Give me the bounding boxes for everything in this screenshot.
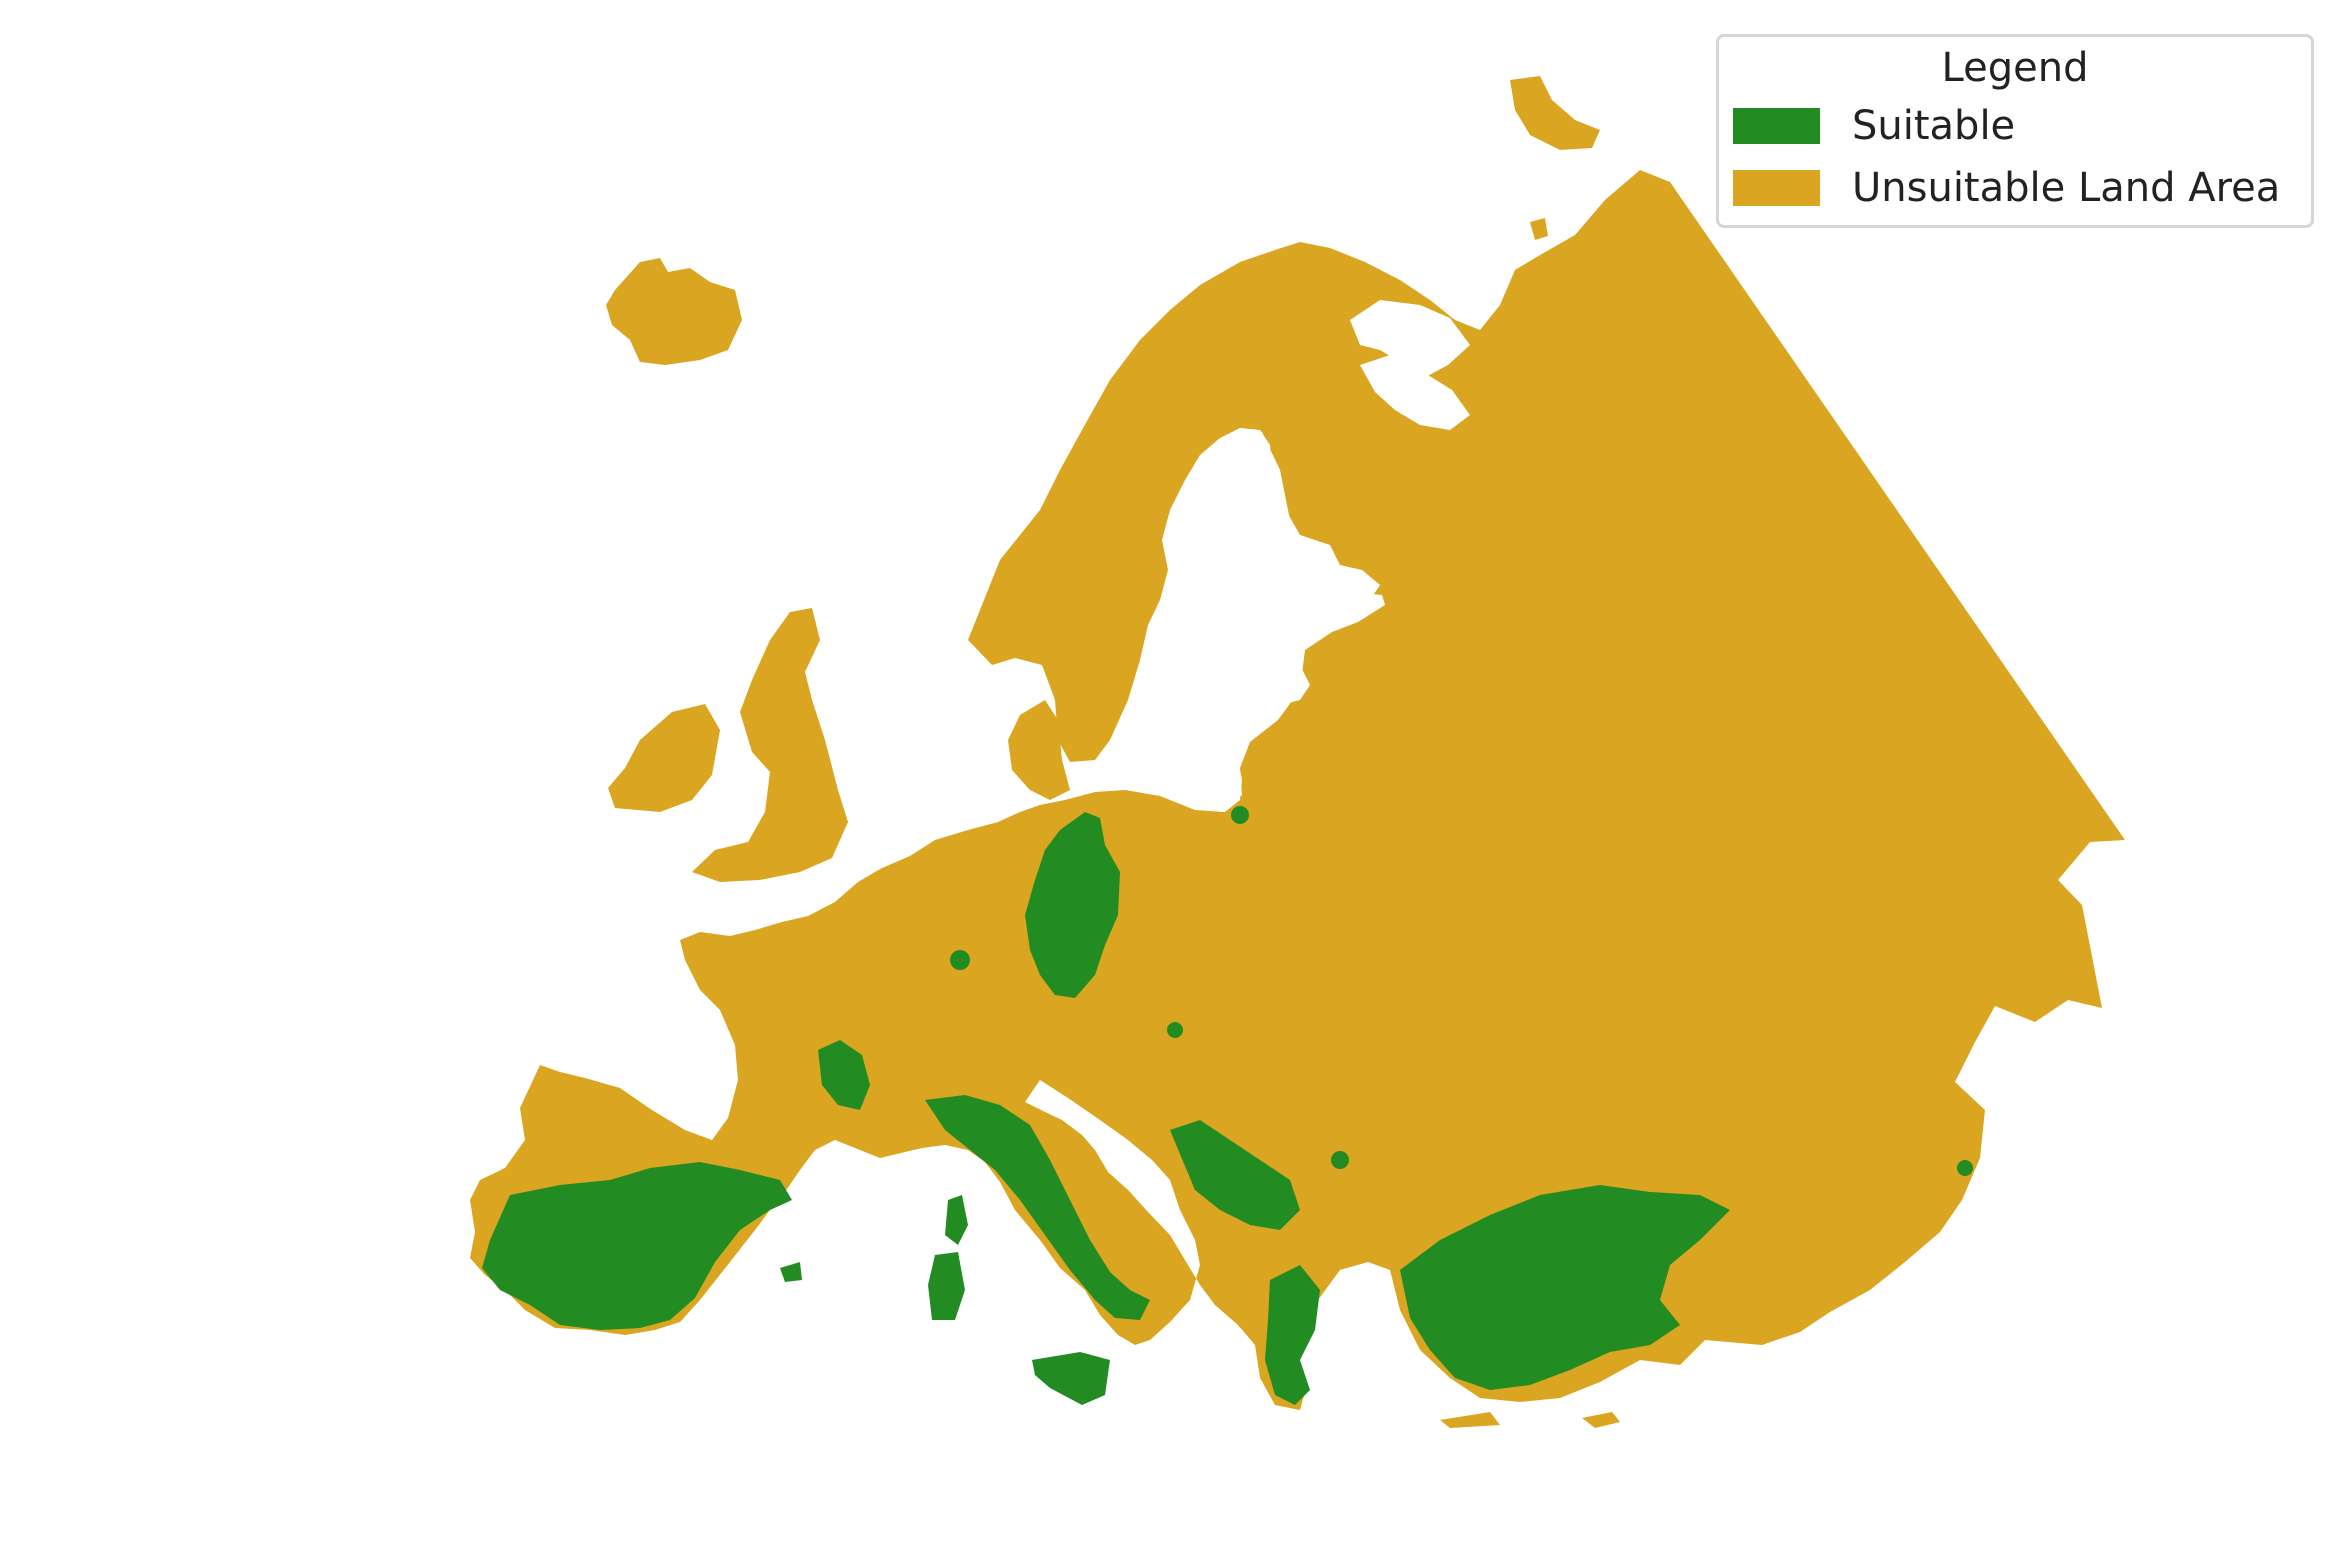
landmass-arctic-island [1510, 76, 1600, 150]
suitable-speck [950, 950, 970, 970]
suitable-speck [1957, 1160, 1973, 1176]
suitable-anatolia [1400, 1185, 1730, 1390]
legend-swatch-suitable [1733, 108, 1820, 144]
suitable-central-europe [1025, 812, 1120, 998]
landmass-balearic [780, 1262, 802, 1282]
legend-title: Legend [1941, 45, 2089, 91]
landmass-corsica [945, 1195, 968, 1245]
legend-label-unsuitable: Unsuitable Land Area [1852, 165, 2281, 211]
suitable-france [818, 1040, 870, 1110]
landmass-cyprus [1582, 1412, 1620, 1428]
suitable-speck [1331, 1151, 1349, 1169]
landmass-mainland [470, 170, 2125, 1410]
legend: Legend Suitable Unsuitable Land Area [1716, 34, 2314, 228]
landmass-iceland [606, 258, 742, 365]
landmass-sardinia [928, 1252, 965, 1320]
suitable-speck [1231, 806, 1249, 824]
suitable-greece [1265, 1265, 1320, 1405]
landmass-arctic-island-small [1530, 218, 1548, 240]
suitable-speck [1167, 1022, 1183, 1038]
legend-entry-suitable: Suitable [1733, 103, 2015, 149]
landmass-ireland [608, 704, 720, 812]
white-sea [1360, 355, 1470, 430]
baltic-sea [1105, 428, 1385, 812]
suitable-italy [925, 1095, 1150, 1320]
legend-entry-unsuitable: Unsuitable Land Area [1733, 165, 2280, 211]
landmass-denmark [1008, 700, 1070, 800]
suitable-balkans [1170, 1120, 1300, 1230]
landmass-crete [1440, 1412, 1500, 1428]
legend-swatch-unsuitable [1733, 170, 1820, 206]
legend-label-suitable: Suitable [1852, 103, 2016, 149]
suitable-iberia [482, 1162, 792, 1330]
landmass-sicily [1032, 1352, 1110, 1405]
landmass-great-britain [692, 608, 848, 882]
